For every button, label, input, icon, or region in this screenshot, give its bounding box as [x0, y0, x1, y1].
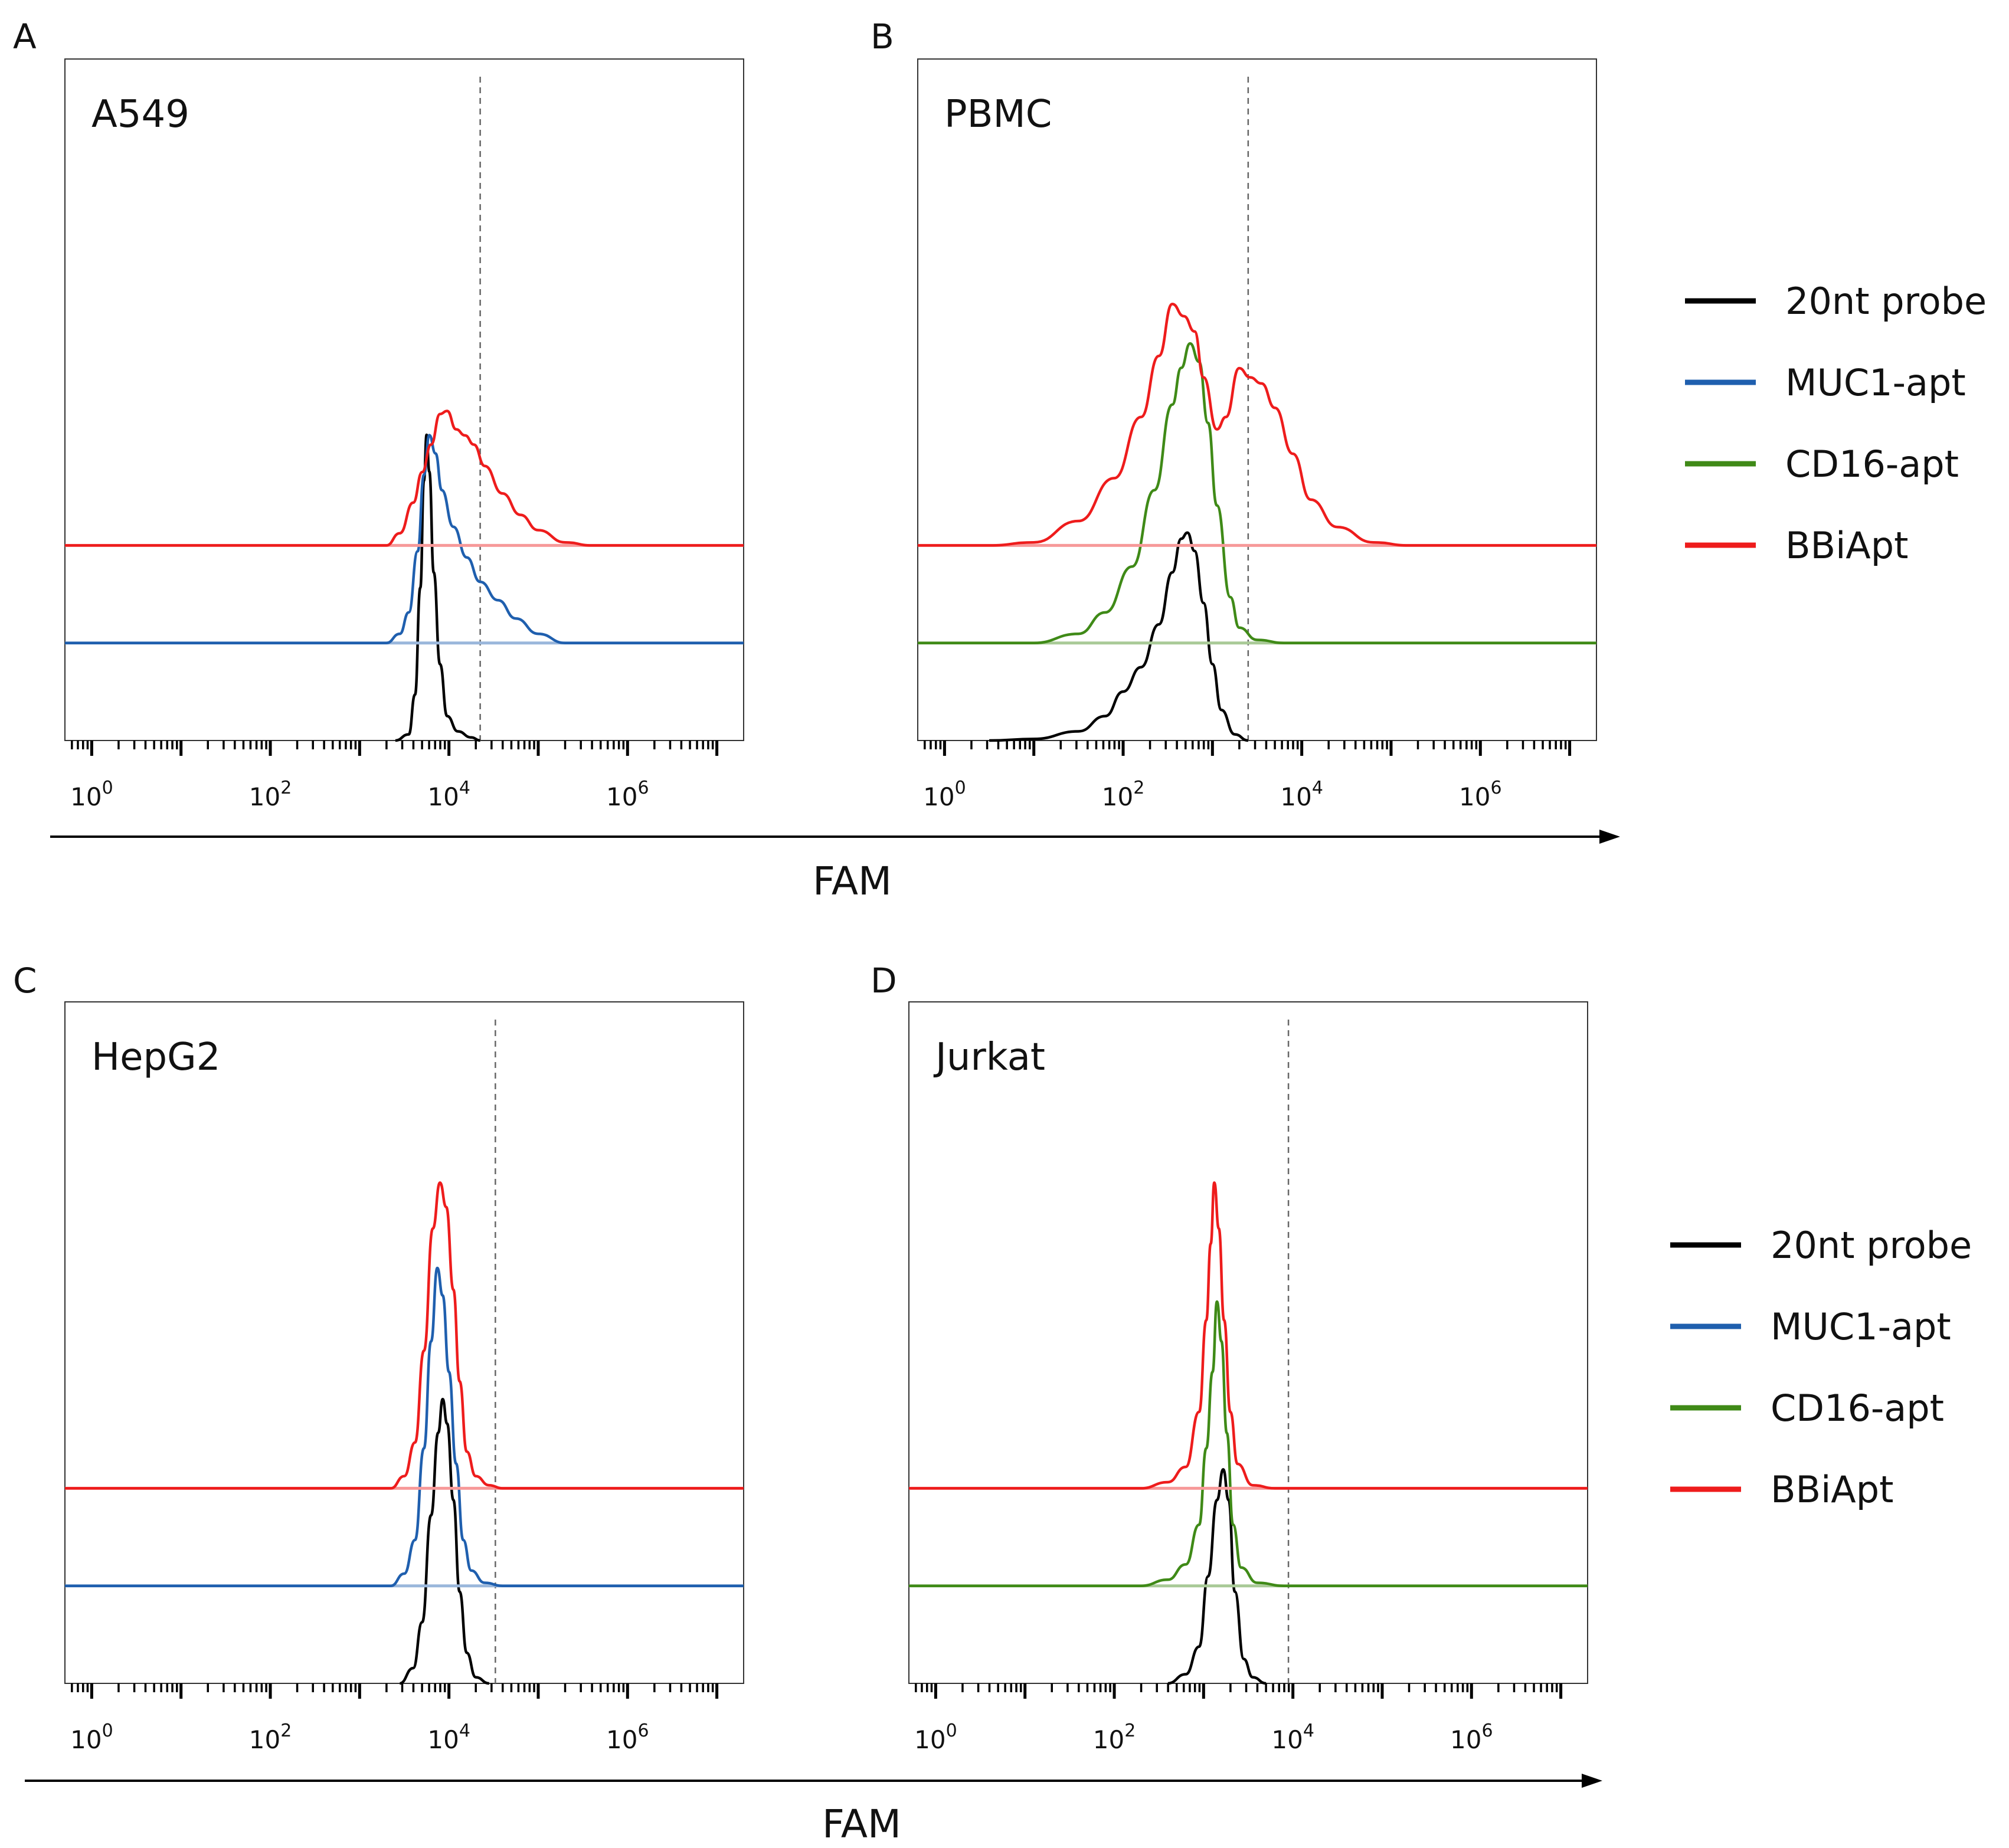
legend-label-bbiapt: BBiApt: [1785, 524, 1908, 567]
legend-label-muc1-apt: MUC1-apt: [1771, 1305, 1951, 1348]
panel-letter-d: D: [871, 961, 897, 1001]
x-tick-label-a: 106: [606, 778, 649, 811]
cell-label-c: HepG2: [91, 1036, 220, 1079]
legend-label-cd16-apt: CD16-apt: [1785, 443, 1959, 486]
panel-letter-a: A: [13, 17, 37, 57]
legend-label-20nt-probe: 20nt probe: [1771, 1224, 1972, 1267]
x-tick-label-d: 100: [914, 1721, 957, 1754]
x-tick-label-d: 104: [1271, 1721, 1314, 1754]
x-tick-label-b: 102: [1102, 778, 1145, 811]
legend-label-muc1-apt: MUC1-apt: [1785, 361, 1966, 404]
legend-label-20nt-probe: 20nt probe: [1785, 280, 1987, 323]
x-tick-label-b: 104: [1280, 778, 1323, 811]
cell-label-b: PBMC: [944, 93, 1052, 136]
series-line-c-bbiapt: [65, 1181, 744, 1490]
panel-letter-c: C: [13, 961, 37, 1001]
series-line-a-20nt-probe: [395, 433, 480, 742]
legend-label-cd16-apt: CD16-apt: [1771, 1387, 1944, 1430]
panel-letter-b: B: [871, 17, 894, 57]
x-ticks-d: [915, 1683, 1563, 1699]
plot-frame-d: [908, 1001, 1588, 1684]
legend-top: 20nt probe MUC1-apt CD16-apt BBiApt: [1685, 280, 1987, 567]
x-tick-label-d: 106: [1450, 1721, 1493, 1754]
x-axis-arrow-bottom: [25, 1774, 1602, 1788]
series-line-d-bbiapt: [909, 1181, 1588, 1490]
legend-bottom: 20nt probe MUC1-apt CD16-apt BBiApt: [1670, 1224, 1972, 1511]
x-axis-title-bottom: FAM: [822, 1801, 901, 1847]
panel-b: PBMC 100 102 104 106: [917, 58, 1597, 811]
cell-label-d: Jurkat: [933, 1036, 1045, 1079]
x-axis-arrow-top: [50, 830, 1620, 844]
x-tick-label-b: 100: [923, 778, 966, 811]
legend-label-bbiapt: BBiApt: [1771, 1468, 1893, 1511]
panel-a: A549 100 102 104 106: [64, 58, 744, 811]
x-tick-label-c: 102: [249, 1721, 292, 1754]
series-line-a-bbiapt: [65, 409, 744, 547]
x-axis-title-top: FAM: [813, 859, 892, 904]
plot-frame-b: [917, 58, 1597, 741]
x-tick-label-a: 100: [70, 778, 113, 811]
series-line-b-20nt-probe: [989, 531, 1249, 742]
x-tick-label-a: 102: [249, 778, 292, 811]
series-line-c-muc1-apt: [65, 1266, 744, 1587]
cell-label-a: A549: [91, 93, 189, 136]
series-line-d-20nt-probe: [1167, 1468, 1267, 1685]
x-ticks-a: [71, 740, 719, 756]
panel-d: Jurkat 100 102 104 106: [908, 1001, 1588, 1754]
x-tick-label-c: 100: [70, 1721, 113, 1754]
series-line-b-bbiapt: [918, 302, 1596, 547]
x-tick-label-c: 106: [606, 1721, 649, 1754]
series-line-a-muc1-apt: [65, 434, 744, 644]
x-ticks-c: [71, 1683, 719, 1699]
series-line-b-cd16-apt: [918, 342, 1596, 644]
plot-frame-a: [64, 58, 744, 741]
x-tick-label-c: 104: [427, 1721, 470, 1754]
x-tick-label-b: 106: [1459, 778, 1502, 811]
series-line-d-cd16-apt: [909, 1300, 1588, 1587]
panel-c: HepG2 100 102 104 106: [64, 1001, 744, 1754]
x-ticks-b: [924, 740, 1572, 756]
plot-frame-c: [64, 1001, 744, 1684]
x-tick-label-d: 102: [1093, 1721, 1136, 1754]
x-tick-label-a: 104: [427, 778, 470, 811]
series-line-c-20nt-probe: [399, 1398, 490, 1685]
